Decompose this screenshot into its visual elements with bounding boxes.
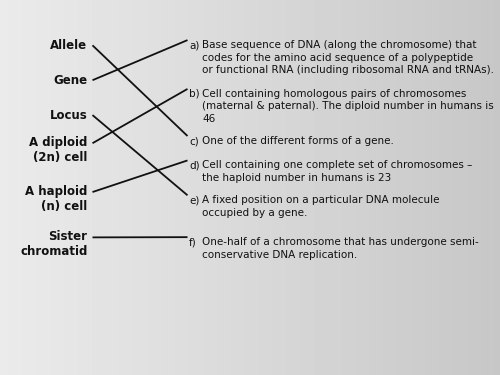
Text: Gene: Gene [54, 74, 88, 87]
Text: c): c) [189, 136, 199, 146]
Text: Sister
chromatid: Sister chromatid [20, 230, 87, 258]
Text: f): f) [189, 237, 197, 247]
Text: Allele: Allele [50, 39, 88, 52]
Text: Cell containing one complete set of chromosomes –
the haploid number in humans i: Cell containing one complete set of chro… [202, 160, 473, 183]
Text: Cell containing homologous pairs of chromosomes
(maternal & paternal). The diplo: Cell containing homologous pairs of chro… [202, 89, 494, 124]
Text: A fixed position on a particular DNA molecule
occupied by a gene.: A fixed position on a particular DNA mol… [202, 195, 440, 218]
Text: a): a) [189, 40, 200, 50]
Text: e): e) [189, 195, 200, 205]
Text: Locus: Locus [50, 109, 88, 122]
Text: One-half of a chromosome that has undergone semi-
conservative DNA replication.: One-half of a chromosome that has underg… [202, 237, 479, 260]
Text: b): b) [189, 89, 200, 99]
Text: d): d) [189, 160, 200, 170]
Text: One of the different forms of a gene.: One of the different forms of a gene. [202, 136, 394, 146]
Text: A diploid
(2n) cell: A diploid (2n) cell [29, 136, 88, 164]
Text: Base sequence of DNA (along the chromosome) that
codes for the amino acid sequen: Base sequence of DNA (along the chromoso… [202, 40, 494, 75]
Text: A haploid
(n) cell: A haploid (n) cell [25, 185, 88, 213]
